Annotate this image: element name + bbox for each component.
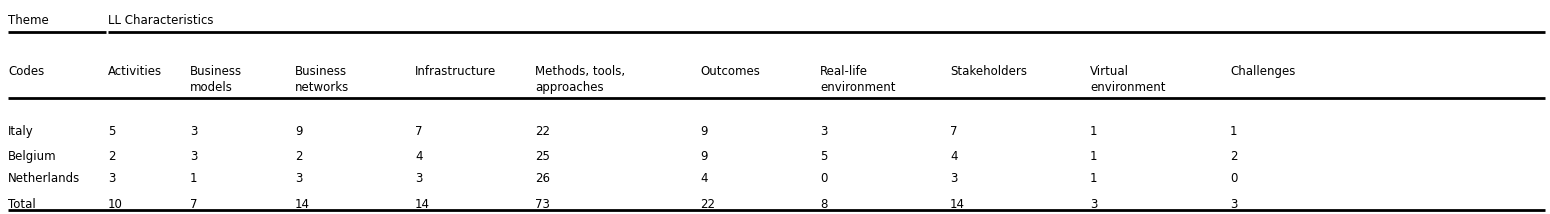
Text: Belgium: Belgium	[8, 150, 57, 163]
Text: 1: 1	[1090, 172, 1097, 185]
Text: 1: 1	[1231, 125, 1237, 138]
Text: 8: 8	[820, 198, 828, 211]
Text: 14: 14	[950, 198, 966, 211]
Text: 26: 26	[535, 172, 550, 185]
Text: 9: 9	[701, 125, 707, 138]
Text: 9: 9	[294, 125, 302, 138]
Text: 73: 73	[535, 198, 550, 211]
Text: Theme: Theme	[8, 14, 48, 27]
Text: Activities: Activities	[109, 65, 163, 78]
Text: 3: 3	[950, 172, 958, 185]
Text: 0: 0	[820, 172, 828, 185]
Text: Methods, tools,
approaches: Methods, tools, approaches	[535, 65, 625, 94]
Text: 3: 3	[109, 172, 115, 185]
Text: 1: 1	[1090, 150, 1097, 163]
Text: 3: 3	[191, 150, 197, 163]
Text: Challenges: Challenges	[1231, 65, 1296, 78]
Text: 25: 25	[535, 150, 550, 163]
Text: 22: 22	[535, 125, 550, 138]
Text: 2: 2	[1231, 150, 1237, 163]
Text: 1: 1	[1090, 125, 1097, 138]
Text: 1: 1	[191, 172, 197, 185]
Text: 14: 14	[294, 198, 310, 211]
Text: Real-life
environment: Real-life environment	[820, 65, 896, 94]
Text: LL Characteristics: LL Characteristics	[109, 14, 214, 27]
Text: Infrastructure: Infrastructure	[415, 65, 496, 78]
Text: 7: 7	[415, 125, 423, 138]
Text: 5: 5	[820, 150, 828, 163]
Text: Business
models: Business models	[191, 65, 242, 94]
Text: 10: 10	[109, 198, 122, 211]
Text: 4: 4	[950, 150, 958, 163]
Text: Business
networks: Business networks	[294, 65, 349, 94]
Text: 0: 0	[1231, 172, 1237, 185]
Text: Italy: Italy	[8, 125, 34, 138]
Text: 5: 5	[109, 125, 115, 138]
Text: 7: 7	[950, 125, 958, 138]
Text: 3: 3	[294, 172, 302, 185]
Text: 3: 3	[415, 172, 422, 185]
Text: 4: 4	[701, 172, 707, 185]
Text: Netherlands: Netherlands	[8, 172, 81, 185]
Text: 4: 4	[415, 150, 423, 163]
Text: Codes: Codes	[8, 65, 45, 78]
Text: 2: 2	[294, 150, 302, 163]
Text: Total: Total	[8, 198, 36, 211]
Text: 7: 7	[191, 198, 197, 211]
Text: Stakeholders: Stakeholders	[950, 65, 1028, 78]
Text: Virtual
environment: Virtual environment	[1090, 65, 1166, 94]
Text: 14: 14	[415, 198, 429, 211]
Text: 3: 3	[820, 125, 828, 138]
Text: Outcomes: Outcomes	[701, 65, 760, 78]
Text: 9: 9	[701, 150, 707, 163]
Text: 3: 3	[191, 125, 197, 138]
Text: 3: 3	[1231, 198, 1237, 211]
Text: 3: 3	[1090, 198, 1097, 211]
Text: 2: 2	[109, 150, 116, 163]
Text: 22: 22	[701, 198, 715, 211]
